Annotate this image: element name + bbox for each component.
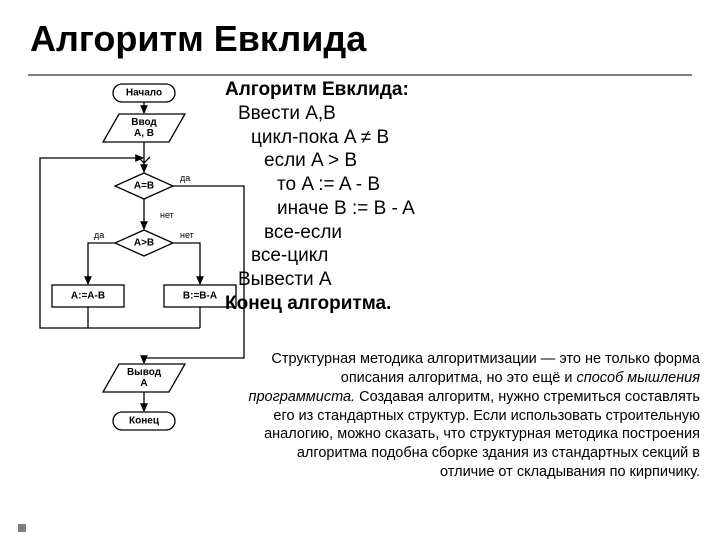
pseudocode-line: то A := A - B xyxy=(225,173,415,197)
svg-text:Начало: Начало xyxy=(126,88,162,99)
pseudocode-block: Алгоритм Евклида: Ввести A,Bцикл-пока A … xyxy=(225,78,415,316)
pseudocode-line: цикл-пока A ≠ B xyxy=(225,126,415,150)
description-text: Структурная методика алгоритмизации — эт… xyxy=(245,350,700,482)
svg-text:Вывод: Вывод xyxy=(127,367,162,378)
svg-text:A=B: A=B xyxy=(134,181,154,192)
svg-text:A: A xyxy=(140,378,147,389)
pseudocode-header: Алгоритм Евклида: xyxy=(225,78,415,102)
pseudocode-line: все-цикл xyxy=(225,244,415,268)
pseudocode-line: Вывести A xyxy=(225,268,415,292)
svg-text:нет: нет xyxy=(160,210,174,220)
svg-text:A>B: A>B xyxy=(134,238,154,249)
svg-text:да: да xyxy=(180,173,190,183)
pseudocode-line: иначе B := B - A xyxy=(225,197,415,221)
footer-bullet xyxy=(18,524,26,532)
svg-text:Ввод: Ввод xyxy=(131,117,157,128)
svg-text:да: да xyxy=(94,230,104,240)
svg-text:A, B: A, B xyxy=(134,128,154,139)
svg-text:B:=B-A: B:=B-A xyxy=(183,291,217,302)
pseudocode-line: если A > B xyxy=(225,149,415,173)
pseudocode-line: все-если xyxy=(225,221,415,245)
page-title: Алгоритм Евклида xyxy=(30,18,366,60)
pseudocode-line: Ввести A,B xyxy=(225,102,415,126)
title-underline xyxy=(28,74,692,76)
pseudocode-line: Конец алгоритма. xyxy=(225,292,415,316)
svg-text:нет: нет xyxy=(180,230,194,240)
svg-text:A:=A-B: A:=A-B xyxy=(71,291,105,302)
svg-text:Конец: Конец xyxy=(129,416,160,427)
